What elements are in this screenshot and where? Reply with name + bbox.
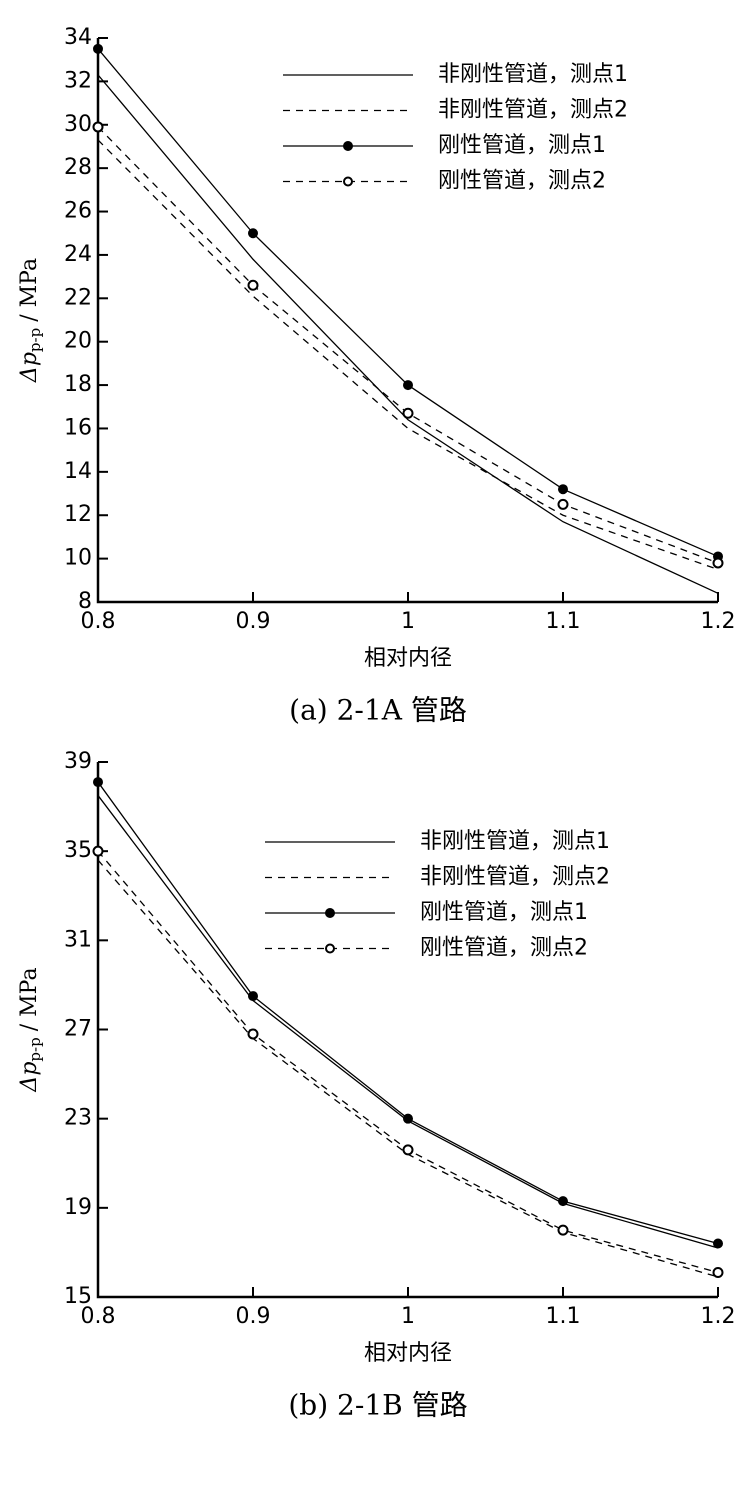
data-point [248, 991, 258, 1002]
legend-label: 刚性管道，测点1 [438, 133, 606, 158]
y-label-subscript: p-p [26, 1037, 44, 1061]
legend-label: 非刚性管道，测点1 [438, 62, 628, 87]
series-line [97, 795, 719, 1249]
y-tick-label: 31 [64, 927, 92, 952]
x-tick-label: 1.2 [701, 1304, 736, 1329]
x-tick-label: 0.8 [81, 609, 116, 634]
y-tick-label: 10 [64, 546, 92, 571]
series-line [97, 850, 719, 1274]
caption: (b) 2-1B 管路 [288, 1389, 467, 1422]
data-point [92, 121, 104, 133]
y-label-symbol: Δp [17, 1062, 42, 1093]
data-point [92, 845, 104, 857]
data-point [712, 557, 724, 569]
y-tick-label: 16 [64, 415, 92, 440]
y-tick-label: 27 [64, 1017, 92, 1042]
series-line [97, 74, 719, 594]
x-tick-label: 0.9 [236, 1304, 271, 1329]
x-tick-label: 1.1 [546, 1304, 581, 1329]
data-point [247, 279, 259, 291]
data-point [402, 1144, 414, 1156]
legend-label: 刚性管道，测点2 [438, 169, 606, 194]
y-label-symbol: Δp [17, 352, 42, 383]
data-point [93, 43, 103, 54]
series-line [97, 139, 719, 571]
legend-label: 刚性管道，测点1 [420, 900, 588, 925]
data-point [557, 1224, 569, 1236]
data-point [712, 1266, 724, 1278]
series-line [97, 859, 719, 1278]
y-tick-label: 26 [64, 199, 92, 224]
y-tick-label: 15 [64, 1284, 92, 1309]
data-point [558, 484, 568, 495]
legend-label: 非刚性管道，测点1 [420, 829, 610, 854]
data-point [93, 777, 103, 788]
y-tick-label: 30 [64, 112, 92, 137]
x-tick-label: 0.9 [236, 609, 271, 634]
series-line [97, 48, 719, 558]
x-axis-label: 相对内径 [364, 646, 452, 671]
y-tick-label: 22 [64, 285, 92, 310]
y-tick-label: 23 [64, 1106, 92, 1131]
data-point [557, 498, 569, 510]
data-point [403, 380, 413, 391]
data-point [247, 1028, 259, 1040]
y-tick-label: 35 [64, 838, 92, 863]
y-tick-label: 20 [64, 329, 92, 354]
y-tick-label: 18 [64, 372, 92, 397]
data-point [713, 1238, 723, 1249]
y-tick-label: 8 [78, 589, 92, 614]
legend-marker [325, 908, 335, 918]
data-point [248, 228, 258, 239]
legend-label: 刚性管道，测点2 [420, 936, 588, 961]
data-point [403, 1113, 413, 1124]
series-line [97, 781, 719, 1245]
data-point [402, 407, 414, 419]
y-tick-label: 14 [64, 459, 92, 484]
y-tick-label: 24 [64, 242, 92, 267]
axes [96, 762, 718, 1299]
x-tick-label: 1 [401, 1304, 415, 1329]
y-axis-label: Δpp-p / MPa [17, 258, 44, 383]
x-tick-label: 0.8 [81, 1304, 116, 1329]
legend-label: 非刚性管道，测点2 [420, 865, 610, 890]
y-tick-label: 34 [64, 25, 92, 50]
data-point [558, 1196, 568, 1207]
series-line [97, 126, 719, 564]
legend-marker [343, 141, 353, 151]
x-tick-label: 1.1 [546, 609, 581, 634]
legend-marker [343, 176, 353, 187]
y-tick-label: 12 [64, 502, 92, 527]
y-tick-label: 19 [64, 1195, 92, 1220]
x-tick-label: 1.2 [701, 609, 736, 634]
x-tick-label: 1 [401, 609, 415, 634]
y-tick-label: 28 [64, 155, 92, 180]
y-tick-label: 39 [64, 749, 92, 774]
y-tick-label: 32 [64, 68, 92, 93]
legend-label: 非刚性管道，测点2 [438, 98, 628, 123]
y-label-subscript: p-p [26, 328, 44, 352]
x-axis-label: 相对内径 [364, 1341, 452, 1366]
y-label-unit: / MPa [17, 258, 42, 322]
y-axis-label: Δpp-p / MPa [17, 967, 44, 1092]
y-label-unit: / MPa [17, 967, 42, 1031]
legend-marker [325, 943, 335, 954]
caption: (a) 2-1A 管路 [289, 694, 467, 727]
axes [96, 38, 718, 604]
